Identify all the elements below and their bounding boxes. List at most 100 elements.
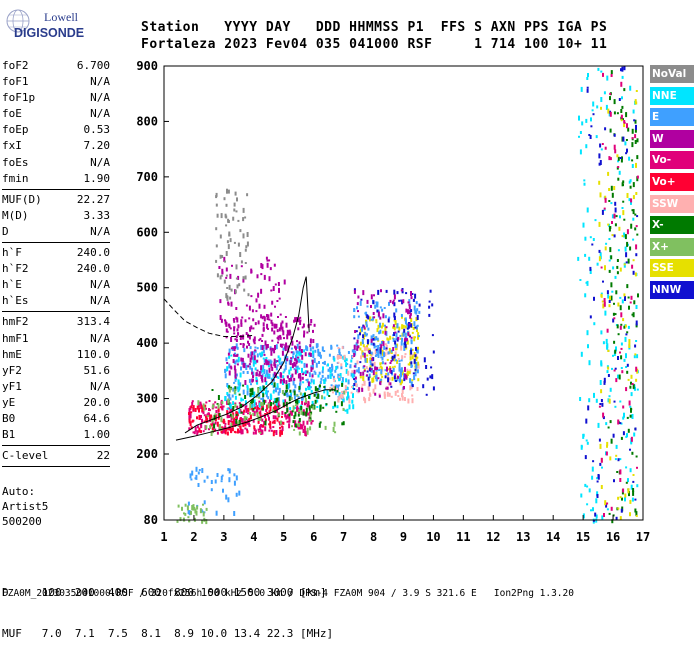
echo-point: [238, 385, 241, 390]
echo-point: [274, 404, 277, 410]
echo-point: [226, 295, 229, 300]
echo-point: [242, 422, 245, 428]
echo-point: [396, 323, 399, 329]
echo-point: [311, 359, 314, 365]
echo-point: [288, 394, 291, 397]
echo-point: [397, 357, 400, 360]
echo-point: [602, 303, 605, 309]
echo-point: [378, 394, 381, 398]
echo-point: [190, 411, 193, 414]
echo-point: [353, 378, 356, 381]
echo-point: [392, 347, 395, 351]
echo-point: [214, 418, 217, 422]
echo-point: [370, 338, 373, 343]
echo-point: [284, 412, 287, 418]
echo-point: [288, 416, 291, 422]
echo-point: [261, 407, 264, 411]
param-group-1: foF2 6.700 foF1 N/A foF1p N/A foE N/A foEp 0.53 fx…: [2, 58, 110, 187]
echo-point: [269, 267, 272, 271]
echo-point: [353, 372, 356, 378]
echo-point: [633, 432, 636, 437]
echo-point: [579, 149, 582, 155]
echo-point: [231, 427, 234, 432]
param-row: C-level 22: [2, 448, 110, 464]
echo-point: [201, 405, 204, 409]
echo-point: [286, 414, 289, 419]
echo-point: [241, 359, 244, 365]
echo-point: [188, 427, 191, 431]
echo-point: [288, 423, 291, 429]
echo-point: [621, 207, 624, 209]
echo-point: [359, 361, 362, 364]
echo-point: [381, 322, 384, 327]
echo-point: [366, 374, 368, 377]
echo-point: [249, 365, 252, 370]
echo-point: [306, 378, 309, 383]
echo-point: [391, 366, 394, 369]
echo-point: [366, 347, 369, 351]
echo-point: [603, 377, 606, 383]
echo-point: [242, 207, 245, 213]
echo-point: [216, 213, 219, 218]
echo-point: [356, 339, 359, 344]
echo-point: [358, 387, 361, 393]
echo-point: [219, 254, 222, 259]
echo-point: [290, 351, 293, 354]
echo-point: [621, 299, 624, 304]
echo-point: [628, 156, 631, 161]
param-label: hmF1: [2, 331, 29, 345]
echo-point: [620, 508, 623, 513]
echo-point: [277, 391, 280, 396]
echo-point: [631, 313, 634, 316]
echo-point: [250, 325, 253, 330]
echo-point: [244, 319, 247, 323]
echo-point: [429, 375, 432, 379]
echo-point: [604, 197, 607, 203]
echo-point: [354, 330, 357, 333]
echo-point: [268, 410, 271, 415]
echo-point: [348, 404, 351, 410]
param-value: 1.00: [83, 428, 111, 442]
echo-point: [379, 381, 382, 386]
echo-point: [394, 351, 397, 357]
echo-point: [312, 353, 315, 359]
echo-point: [210, 423, 213, 427]
echo-point: [363, 352, 366, 358]
echo-point: [267, 314, 270, 319]
param-row: h`E N/A: [2, 277, 110, 293]
echo-point: [315, 391, 318, 396]
echo-point: [623, 412, 625, 418]
echo-point: [262, 368, 264, 373]
echo-point: [372, 377, 375, 383]
echo-point: [208, 428, 210, 431]
footer-table: D 100 200 400 600 800 1000 1500 3000 [km…: [2, 559, 333, 654]
echo-point: [636, 484, 639, 488]
echo-point: [262, 357, 265, 360]
echo-point: [196, 416, 198, 420]
echo-point: [621, 497, 623, 501]
echo-point: [298, 431, 301, 436]
echo-point: [315, 343, 318, 349]
echo-point: [588, 256, 591, 261]
echo-point: [389, 335, 392, 340]
echo-point: [341, 382, 344, 387]
echo-point: [310, 378, 313, 383]
echo-point: [350, 359, 353, 363]
echo-point: [250, 401, 252, 404]
echo-point: [308, 372, 311, 378]
echo-point: [278, 387, 281, 393]
echo-point: [284, 354, 287, 358]
echo-point: [230, 422, 233, 427]
echo-point: [400, 359, 403, 362]
echo-point: [233, 241, 236, 244]
echo-point: [296, 360, 298, 363]
echo-point: [244, 262, 247, 264]
param-label: foF1p: [2, 91, 36, 105]
echo-point: [616, 112, 619, 115]
echo-point: [298, 341, 301, 345]
echo-point: [636, 175, 639, 179]
echo-point: [193, 431, 196, 435]
echo-point: [350, 391, 353, 394]
echo-point: [252, 363, 255, 367]
echo-point: [636, 176, 639, 182]
